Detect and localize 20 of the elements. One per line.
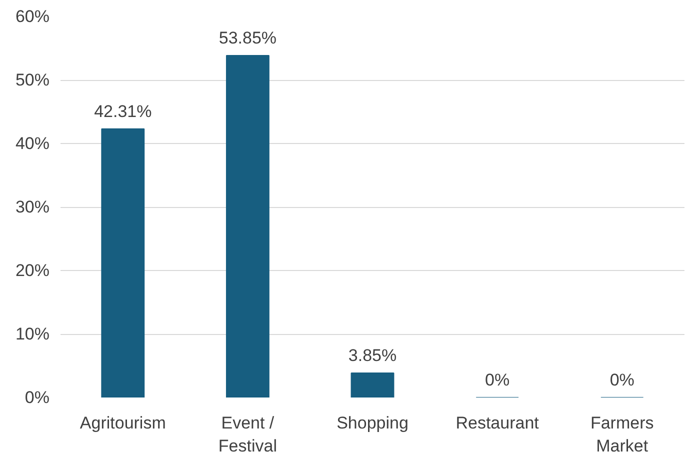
bar bbox=[226, 55, 270, 398]
bar bbox=[101, 128, 145, 398]
x-tick-label: Shopping bbox=[336, 414, 408, 432]
x-tick-label: Farmers Market bbox=[590, 414, 654, 456]
data-label: 53.85% bbox=[218, 28, 277, 48]
data-label: 3.85% bbox=[348, 346, 397, 366]
data-label: 42.31% bbox=[94, 102, 152, 121]
y-tick-label: 50% bbox=[15, 70, 50, 90]
y-tick-label: 30% bbox=[15, 198, 50, 216]
data-label: 0% bbox=[485, 370, 510, 390]
x-tick-label: Event / Festival bbox=[218, 414, 277, 456]
y-tick-label: 0% bbox=[24, 388, 50, 407]
y-tick-label: 10% bbox=[15, 324, 50, 344]
y-tick-label: 20% bbox=[15, 261, 50, 280]
x-tick-label: Agritourism bbox=[80, 414, 166, 432]
data-label: 0% bbox=[610, 370, 634, 390]
x-tick-label: Restaurant bbox=[456, 414, 540, 432]
y-tick-label: 40% bbox=[15, 134, 50, 153]
bar bbox=[350, 372, 394, 398]
y-tick-label: 60% bbox=[15, 7, 50, 26]
